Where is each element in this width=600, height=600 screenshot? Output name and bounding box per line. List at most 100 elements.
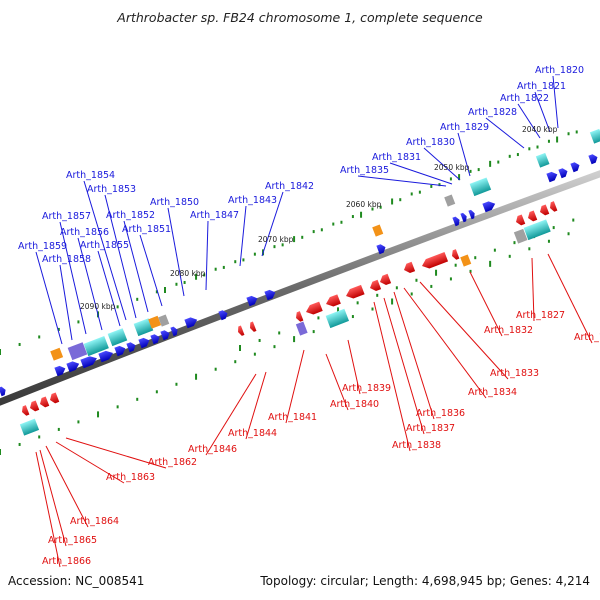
chromosome-backbone (0, 170, 600, 406)
forward-cds-shape (452, 216, 460, 227)
forward-cds (54, 365, 66, 377)
tick-mark (312, 330, 315, 334)
leader-line (39, 449, 67, 547)
tick-mark (183, 280, 186, 284)
forward-cds-shape (0, 386, 6, 397)
trna-feature-shape (535, 152, 550, 168)
leader-line (245, 371, 267, 440)
leader-line (423, 147, 461, 181)
leader-line (325, 353, 349, 411)
tick-mark (469, 269, 472, 273)
tick-mark (214, 267, 217, 271)
trna-feature (535, 152, 550, 168)
tick-mark (253, 352, 256, 356)
reverse-cds (422, 252, 449, 269)
tick-mark (0, 349, 1, 355)
forward-cds (160, 330, 170, 341)
tick-mark (214, 367, 217, 371)
leader-line (547, 253, 593, 344)
forward-cds-shape (170, 326, 178, 337)
reverse-cds (370, 279, 382, 292)
tick-mark (97, 411, 100, 418)
gene-label: Arth_1854 (66, 170, 115, 181)
forward-cds-shape (460, 212, 467, 223)
tick-mark (547, 139, 550, 143)
gene-label: Arth_1840 (330, 399, 379, 410)
tick-mark (164, 287, 166, 293)
leader-line (55, 441, 125, 484)
orange-feature-shape (50, 347, 64, 361)
gene-label: Arth_1841 (268, 412, 317, 423)
gene-label: Arth_1827 (516, 310, 565, 321)
tick-mark (469, 169, 472, 173)
feature-track (0, 128, 600, 436)
leader-line (357, 175, 447, 187)
leader-line (347, 339, 361, 395)
tick-mark (116, 305, 119, 309)
reverse-cds-shape (238, 325, 245, 336)
reverse-cds-shape (550, 201, 558, 212)
tick-mark (552, 226, 555, 230)
trna-feature-shape (469, 177, 492, 197)
gene-label: Arth_1859 (18, 241, 67, 252)
purple-feature (295, 321, 308, 336)
reverse-cds-shape (250, 321, 257, 332)
forward-cds (376, 244, 386, 255)
trna-feature-shape (133, 318, 154, 337)
forward-cds-shape (264, 289, 276, 301)
reverse-cds (326, 294, 341, 307)
forward-cds (558, 168, 568, 179)
reverse-cds (528, 210, 538, 222)
leader-line (59, 264, 73, 341)
tick-mark (281, 243, 284, 247)
tick-mark (136, 297, 139, 301)
leader-line (205, 373, 257, 456)
gene-label: Arth_1820 (535, 65, 584, 76)
tick-mark (508, 154, 511, 158)
gene-label: Arth_1838 (392, 440, 441, 451)
reverse-cds-shape (40, 396, 50, 408)
trna-feature (325, 308, 350, 329)
forward-cds (546, 171, 558, 183)
reverse-cds-shape (422, 252, 449, 269)
trna-feature (523, 219, 551, 241)
leader-line (59, 221, 87, 335)
tick-mark (371, 207, 374, 211)
forward-cds (66, 361, 80, 373)
forward-cds (246, 295, 258, 307)
tick-mark (575, 130, 578, 134)
tick-mark (317, 316, 320, 320)
leader-line (65, 437, 167, 469)
reverse-cds (250, 321, 257, 332)
tick-mark (38, 335, 41, 339)
tick-mark (155, 390, 158, 394)
leader-line (35, 251, 63, 345)
tick-mark (547, 239, 550, 243)
gene-label: Arth_1864 (70, 516, 119, 527)
gene-label: Arth_1822 (500, 93, 549, 104)
tick-mark (418, 190, 421, 194)
forward-cds (80, 356, 97, 369)
forward-cds-shape (126, 342, 136, 353)
scale-label: 2060 kbp (346, 200, 382, 209)
tick-mark (195, 273, 198, 280)
tick-mark (38, 435, 41, 439)
reverse-cds-shape (516, 214, 526, 226)
tick-mark (516, 153, 519, 157)
leader-line (239, 205, 247, 267)
reverse-cds (516, 214, 526, 226)
gray-feature-shape (513, 228, 528, 244)
tick-mark (273, 345, 276, 349)
reverse-cds-shape (296, 311, 304, 322)
leader-line (83, 180, 127, 321)
forward-cds-shape (546, 171, 558, 183)
reverse-cds (306, 301, 323, 315)
gray-feature-shape (158, 314, 170, 327)
forward-cds-shape (218, 310, 228, 321)
reverse-cds-shape (452, 249, 460, 260)
tick-mark (528, 147, 531, 151)
tick-mark (77, 420, 80, 424)
orange-feature (460, 254, 472, 267)
trna-feature (589, 128, 600, 144)
gene-label: Arth_1844 (228, 428, 277, 439)
